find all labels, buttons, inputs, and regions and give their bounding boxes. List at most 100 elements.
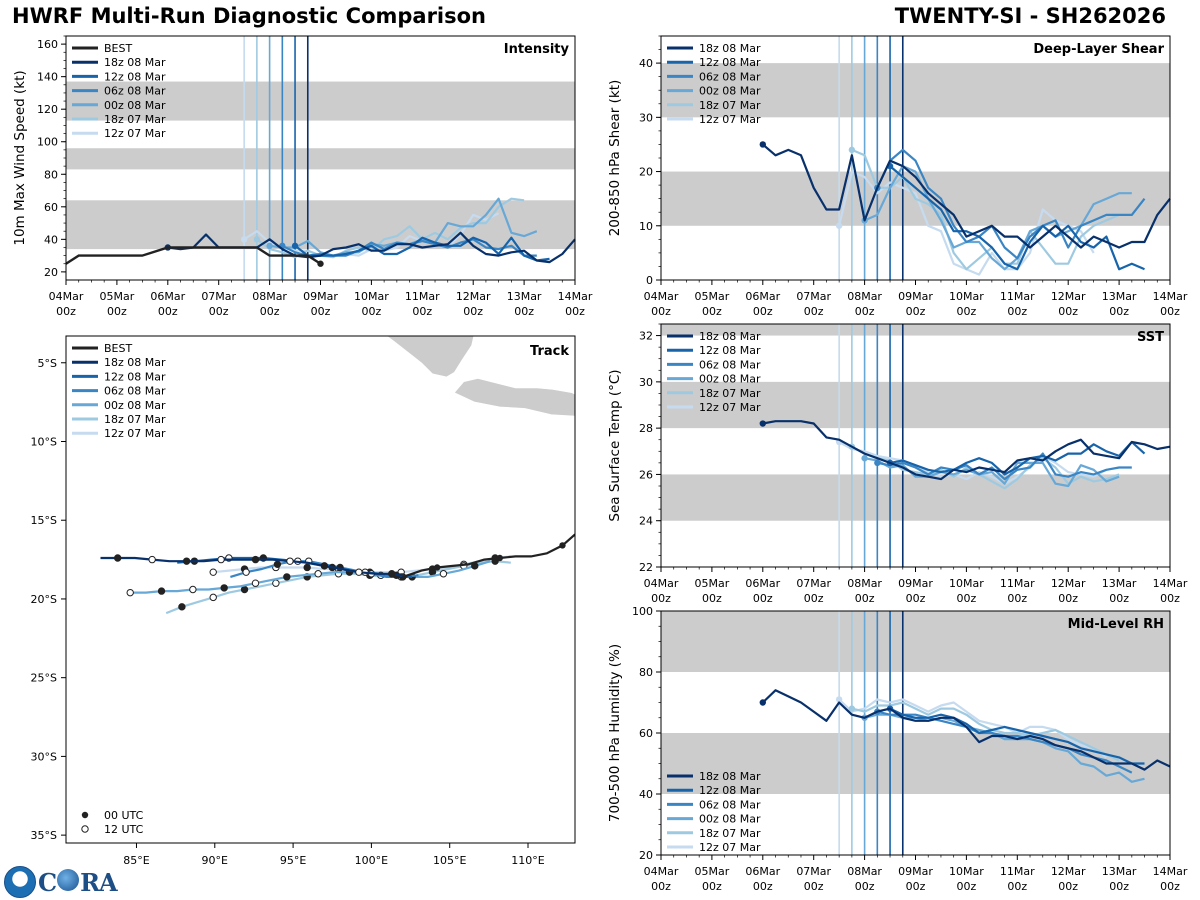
shear-xtick-hour: 00z	[702, 305, 722, 318]
track-ytick-label: 20°S	[31, 593, 57, 606]
shear-xtick-hour: 00z	[906, 305, 926, 318]
sst-xtick-label: 13Mar	[1102, 577, 1137, 590]
track-ytick-label: 5°S	[38, 357, 57, 370]
sst-xtick-label: 05Mar	[695, 577, 730, 590]
shear-xtick-hour: 00z	[651, 305, 671, 318]
intensity-legend-label: 18z 08 Mar	[104, 56, 166, 69]
cira-logo: C RA	[38, 867, 118, 897]
sst-ytick-label: 28	[639, 422, 653, 435]
intensity-ylabel: 10m Max Wind Speed (kt)	[12, 70, 28, 245]
track-legend-label: 18z 07 Mar	[104, 413, 166, 426]
intensity-init-point	[291, 242, 299, 250]
intensity-legend-label: 18z 07 Mar	[104, 113, 166, 126]
track-marker-00utc	[303, 563, 311, 572]
intensity-ytick-label: 160	[37, 38, 58, 51]
intensity-legend-label: BEST	[104, 42, 132, 55]
track-title: Track	[530, 344, 569, 359]
rh-init-point	[759, 699, 766, 706]
track-xtick-label: 100°E	[355, 854, 388, 867]
track-marker-12utc	[251, 579, 260, 587]
sst-panel: 22 24 26 28 30 32 04Mar 00z 05Mar 00z 06Mar 00z 07Ma…	[607, 323, 1188, 605]
shear-ytick-label: 20	[639, 166, 653, 179]
shear-legend-label: 06z 08 Mar	[699, 70, 761, 83]
track-marker-12utc	[314, 570, 322, 578]
rh-ytick-label: 20	[639, 849, 653, 862]
shear-xtick-hour: 00z	[957, 305, 977, 318]
intensity-xtick-label: 07Mar	[201, 290, 236, 303]
sst-ylabel: Sea Surface Temp (°C)	[607, 369, 623, 521]
sst-series-12z-08-mar	[889, 440, 1146, 476]
intensity-xtick-hour: 00z	[260, 305, 280, 318]
intensity-ytick-label: 20	[44, 266, 58, 279]
sst-title: SST	[1137, 330, 1164, 345]
track-legend-label: BEST	[104, 342, 132, 355]
shear-legend-label: 00z 08 Mar	[699, 85, 761, 98]
rh-xtick-hour: 00z	[906, 880, 926, 893]
intensity-xtick-label: 11Mar	[405, 290, 440, 303]
shear-legend-label: 12z 08 Mar	[699, 56, 761, 69]
rh-panel: 20 40 60 80 100 04Mar 00z 05Mar 00z 06Mar 00z 07Mar…	[607, 605, 1188, 893]
shear-series-06z-08-mar	[876, 148, 1146, 260]
track-best	[402, 533, 575, 578]
intensity-title: Intensity	[504, 42, 570, 57]
track-marker-12utc	[189, 585, 197, 594]
track-xtick-label: 110°E	[511, 854, 544, 867]
track-best-marker	[496, 554, 504, 562]
sst-xtick-label: 04Mar	[644, 577, 679, 590]
shear-ytick-label: 30	[639, 111, 653, 124]
track-marker-00utc	[320, 562, 329, 570]
rh-xtick-hour: 00z	[1007, 880, 1027, 893]
track-ytick-label: 30°S	[31, 750, 57, 763]
shear-init-point	[759, 141, 766, 148]
intensity-init-point	[253, 236, 261, 243]
rh-xtick-hour: 00z	[957, 880, 977, 893]
intensity-ytick-label: 140	[37, 71, 58, 84]
intensity-init-point	[240, 236, 248, 243]
intensity-legend-label: 12z 07 Mar	[104, 127, 166, 140]
rh-init-point	[835, 696, 843, 703]
rh-legend-label: 00z 08 Mar	[699, 813, 761, 826]
track-marker-legend-label: 12 UTC	[104, 823, 144, 836]
intensity-xtick-hour: 00z	[565, 305, 585, 318]
intensity-xtick-hour: 00z	[56, 305, 76, 318]
shear-xtick-hour: 00z	[753, 305, 773, 318]
intensity-xtick-label: 14Mar	[558, 290, 593, 303]
intensity-panel: 20 40 60 80 100 120 140 160 04Mar 00z 05Mar 00z 06Ma…	[12, 35, 593, 318]
intensity-xtick-label: 06Mar	[150, 290, 185, 303]
intensity-xtick-hour: 00z	[158, 305, 178, 318]
intensity-best-track	[65, 246, 322, 265]
shear-init-point	[835, 222, 843, 229]
track-marker-00utc	[113, 554, 122, 562]
intensity-ytick-label: 40	[44, 233, 58, 246]
track-marker-00utc	[251, 555, 260, 564]
sst-legend-label: 00z 08 Mar	[699, 373, 761, 386]
intensity-xtick-label: 05Mar	[100, 290, 135, 303]
track-marker-12utc	[355, 568, 363, 576]
intensity-xtick-label: 04Mar	[49, 290, 84, 303]
rh-xtick-label: 06Mar	[745, 865, 780, 878]
track-legend-label: 12z 08 Mar	[104, 370, 166, 383]
rh-xtick-hour: 00z	[651, 880, 671, 893]
shear-legend-label: 18z 08 Mar	[699, 42, 761, 55]
sst-xtick-label: 07Mar	[796, 577, 831, 590]
track-marker-00utc	[388, 570, 396, 578]
sst-ytick-label: 30	[639, 376, 653, 389]
shear-xtick-label: 05Mar	[695, 290, 730, 303]
sst-init-point	[874, 459, 881, 467]
track-legend-label: 18z 08 Mar	[104, 356, 166, 369]
rh-xtick-label: 05Mar	[695, 865, 730, 878]
rh-xtick-hour: 00z	[1160, 880, 1180, 893]
track-marker-12utc	[439, 570, 448, 578]
track-marker-legend-12utc	[81, 825, 89, 833]
sst-xtick-label: 14Mar	[1153, 577, 1188, 590]
rh-series-18z-08-mar	[762, 689, 1171, 771]
sst-series-06z-08-mar	[877, 452, 1132, 481]
track-ytick-label: 15°S	[31, 514, 57, 527]
track-ytick-label: 25°S	[31, 672, 57, 685]
rh-xtick-label: 13Mar	[1102, 865, 1137, 878]
rh-legend-label: 18z 08 Mar	[699, 770, 761, 783]
shear-xtick-label: 10Mar	[949, 290, 984, 303]
rh-legend-label: 06z 08 Mar	[699, 798, 761, 811]
rh-xtick-hour: 00z	[804, 880, 824, 893]
